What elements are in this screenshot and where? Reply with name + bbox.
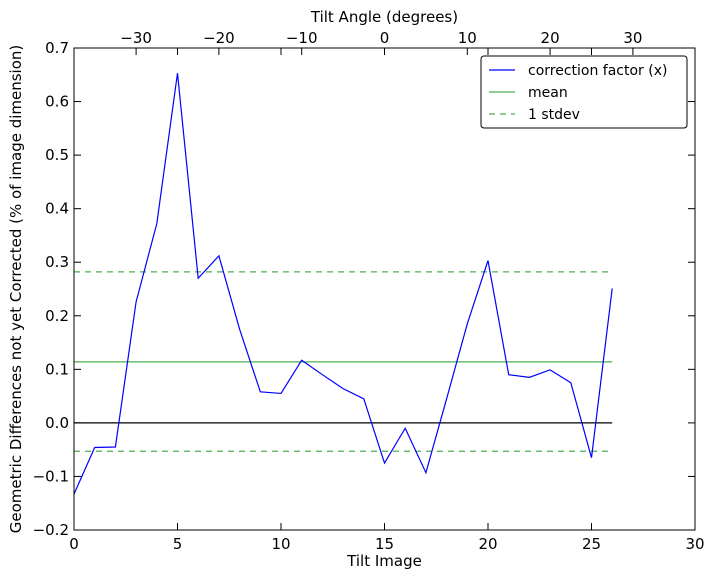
y-tick-label: 0.1 xyxy=(45,360,69,378)
y-tick-label: 0.3 xyxy=(45,253,69,271)
y-tick-label: −0.1 xyxy=(33,467,69,485)
x2-tick-label: 0 xyxy=(380,29,390,47)
x2-tick-label: 10 xyxy=(458,29,477,47)
x2-tick-label: 20 xyxy=(541,29,560,47)
x-tick-label: 0 xyxy=(69,535,79,553)
x2-axis-title: Tilt Angle (degrees) xyxy=(310,8,458,26)
y-tick-label: 0.4 xyxy=(45,200,69,218)
x2-tick-label: −30 xyxy=(120,29,152,47)
y-tick-label: 0.6 xyxy=(45,93,69,111)
x-tick-label: 25 xyxy=(582,535,601,553)
y-tick-label: 0.5 xyxy=(45,146,69,164)
legend-box xyxy=(480,55,688,129)
x-tick-label: 10 xyxy=(271,535,290,553)
x2-tick-label: −20 xyxy=(203,29,235,47)
x-tick-label: 30 xyxy=(685,535,704,553)
legend: correction factor (x) mean 1 stdev xyxy=(480,55,688,129)
series-line-correction-factor-x xyxy=(73,73,613,495)
legend-label-stdev: 1 stdev xyxy=(528,107,580,123)
y-tick-label: 0.2 xyxy=(45,307,69,325)
x2-tick-label: −10 xyxy=(286,29,318,47)
ticks-layer: 0 5 10 15 20 25 30 −0.2 −0.1 0.0 0.1 0.2 0.3 0.4 0.5 0.… xyxy=(33,29,705,553)
y-axis-title: Geometric Differences not yet Corrected … xyxy=(7,45,25,534)
legend-label-correction-factor: correction factor (x) xyxy=(528,63,667,79)
x-tick-label: 20 xyxy=(478,535,497,553)
legend-label-mean: mean xyxy=(528,85,568,101)
x2-tick-label: 30 xyxy=(623,29,642,47)
y-tick-label: 0.0 xyxy=(45,414,69,432)
y-tick-label: 0.7 xyxy=(45,39,69,57)
series-layer xyxy=(73,73,613,495)
x-tick-label: 15 xyxy=(375,535,394,553)
x-axis-title: Tilt Image xyxy=(346,552,422,570)
y-tick-label: −0.2 xyxy=(33,521,69,539)
x-tick-label: 5 xyxy=(173,535,183,553)
